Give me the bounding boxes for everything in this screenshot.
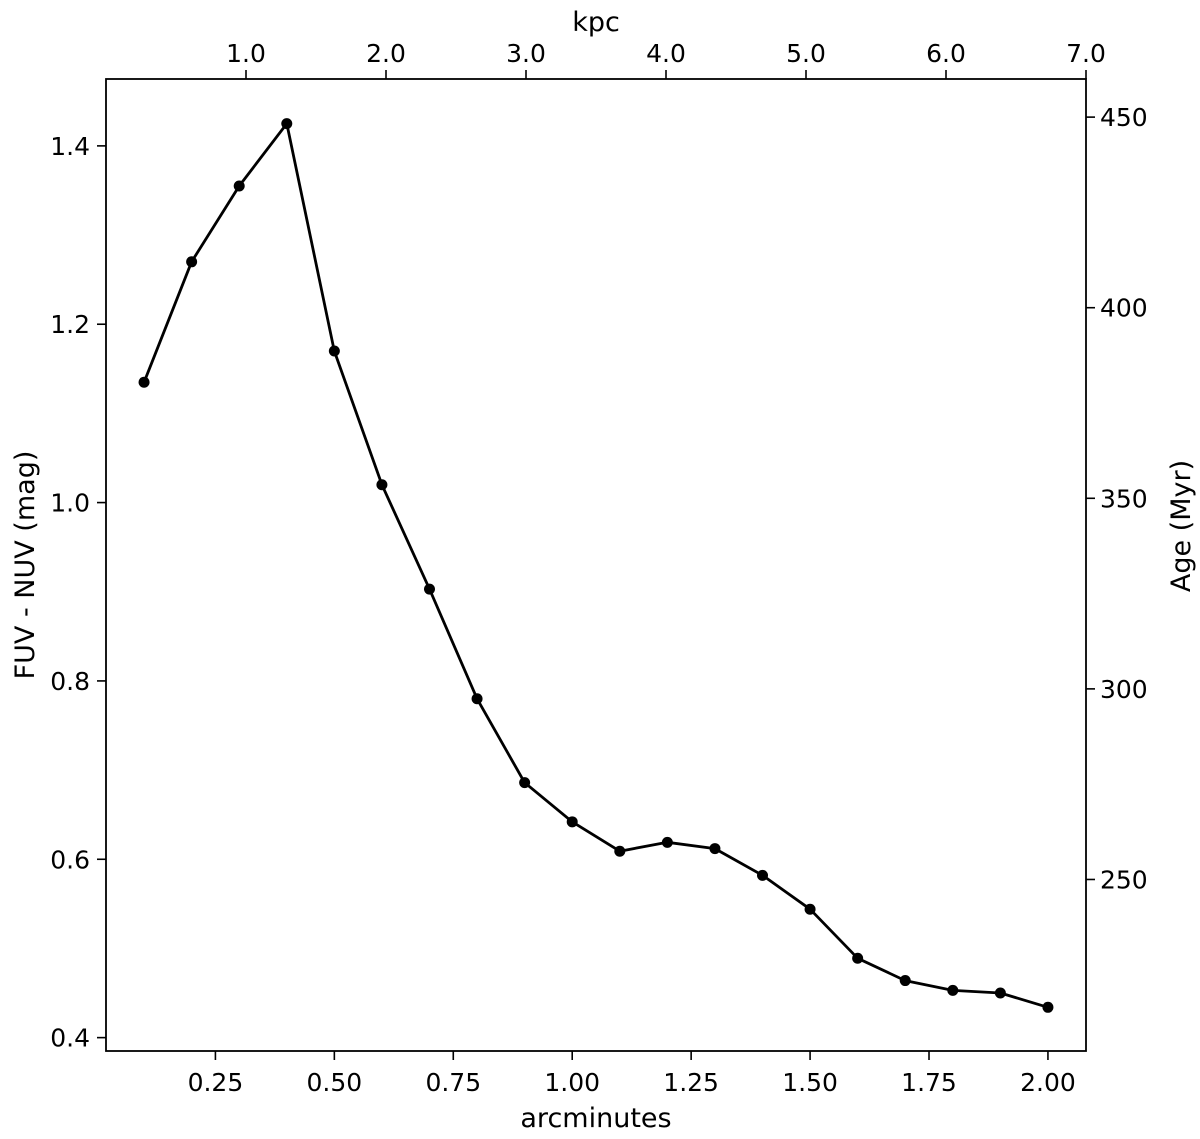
data-point bbox=[709, 843, 721, 855]
top-tick-label: 5.0 bbox=[786, 39, 826, 68]
data-point bbox=[614, 845, 626, 857]
top-tick-label: 1.0 bbox=[226, 39, 266, 68]
x-tick-label: 0.50 bbox=[307, 1068, 363, 1097]
data-point bbox=[423, 583, 435, 595]
top-tick-label: 7.0 bbox=[1066, 39, 1106, 68]
x-tick-label: 1.25 bbox=[663, 1068, 719, 1097]
data-point bbox=[757, 869, 769, 881]
x-tick-label: 0.25 bbox=[188, 1068, 244, 1097]
data-point bbox=[376, 479, 388, 491]
ticks-layer: 0.25 0.50 0.75 1.00 1.25 1.50 1.75 2.00 0.4 0.6 0.… bbox=[50, 39, 1147, 1097]
right-tick-label: 250 bbox=[1100, 865, 1148, 894]
y-axis-label: FUV - NUV (mag) bbox=[10, 451, 41, 680]
y-tick-label: 0.8 bbox=[50, 667, 90, 696]
x-tick-label: 2.00 bbox=[1020, 1068, 1076, 1097]
data-point bbox=[471, 693, 483, 705]
data-point bbox=[661, 836, 673, 848]
plot-frame bbox=[105, 78, 1087, 1052]
y-tick-label: 0.4 bbox=[50, 1024, 90, 1053]
data-point bbox=[1042, 1001, 1054, 1013]
series-line bbox=[142, 122, 1049, 1009]
x-tick-label: 1.50 bbox=[782, 1068, 838, 1097]
data-point bbox=[947, 984, 959, 996]
data-point bbox=[852, 952, 864, 964]
right-tick-label: 450 bbox=[1100, 103, 1148, 132]
right-tick-label: 350 bbox=[1100, 484, 1148, 513]
y-tick-label: 1.2 bbox=[50, 310, 90, 339]
top-tick-label: 6.0 bbox=[926, 39, 966, 68]
x-axis-label: arcminutes bbox=[520, 1103, 671, 1134]
x-tick-label: 0.75 bbox=[425, 1068, 481, 1097]
top-tick-label: 4.0 bbox=[646, 39, 686, 68]
top-axis-label: kpc bbox=[572, 7, 620, 38]
data-point bbox=[519, 777, 531, 789]
data-point bbox=[186, 256, 198, 268]
data-point bbox=[566, 816, 578, 828]
right-tick-label: 300 bbox=[1100, 675, 1148, 704]
data-point bbox=[138, 376, 150, 388]
marks-layer bbox=[138, 118, 1054, 1013]
x-tick-label: 1.75 bbox=[901, 1068, 957, 1097]
right-tick-label: 400 bbox=[1100, 294, 1148, 323]
top-tick-label: 3.0 bbox=[506, 39, 546, 68]
top-tick-label: 2.0 bbox=[366, 39, 406, 68]
data-point bbox=[233, 180, 245, 192]
data-point bbox=[328, 345, 340, 357]
data-point bbox=[804, 903, 816, 915]
y-tick-label: 1.0 bbox=[50, 489, 90, 518]
data-point bbox=[281, 118, 293, 130]
y-tick-label: 0.6 bbox=[50, 845, 90, 874]
data-point bbox=[899, 975, 911, 987]
x-tick-label: 1.00 bbox=[544, 1068, 600, 1097]
right-axis-label: Age (Myr) bbox=[1166, 460, 1197, 592]
y-tick-label: 1.4 bbox=[50, 132, 90, 161]
data-point bbox=[994, 987, 1006, 999]
